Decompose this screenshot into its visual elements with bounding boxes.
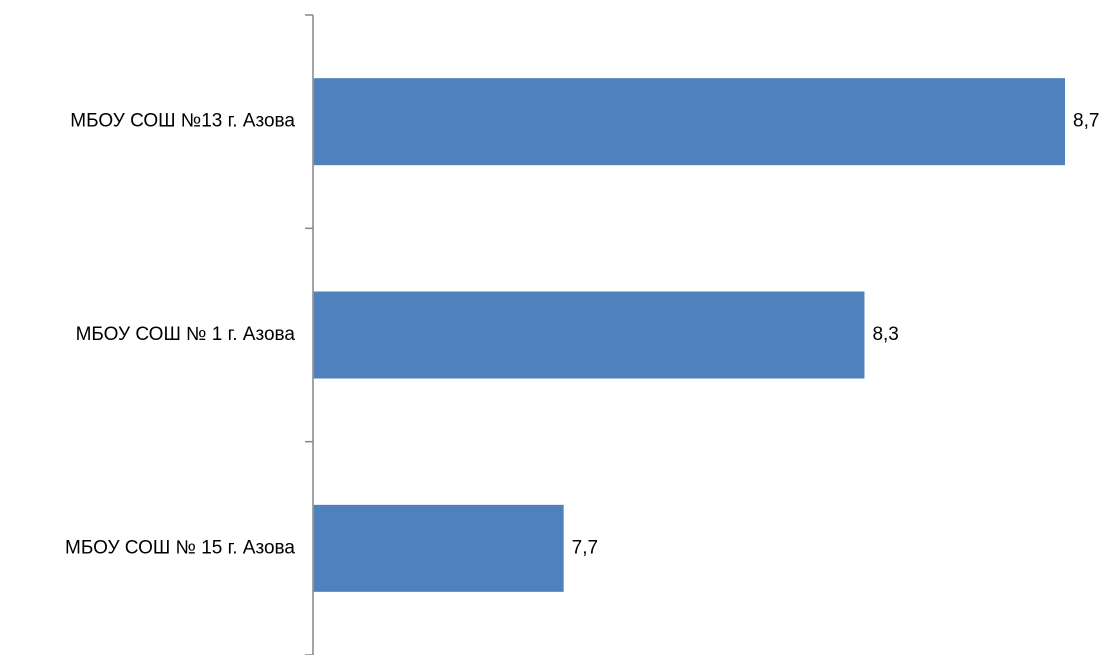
data-label: 8,3: [872, 324, 898, 345]
category-label: МБОУ СОШ № 1 г. Азова: [76, 324, 296, 345]
category-label: МБОУ СОШ №13 г. Азова: [70, 111, 295, 132]
bar: [313, 78, 1065, 166]
data-label: 7,7: [572, 537, 598, 558]
data-label: 8,7: [1073, 111, 1099, 132]
category-label: МБОУ СОШ № 15 г. Азова: [65, 537, 295, 558]
bar: [313, 504, 564, 592]
bar: [313, 291, 865, 379]
